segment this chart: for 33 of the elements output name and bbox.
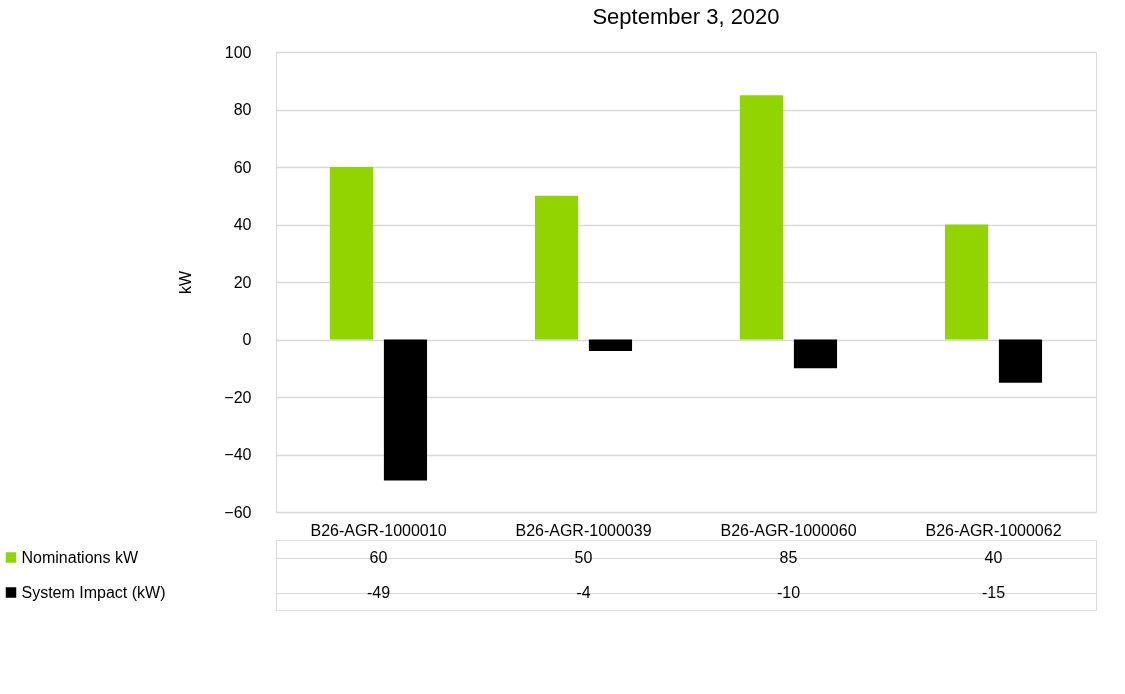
data-label: 50 — [574, 548, 593, 566]
bar — [329, 167, 374, 340]
x-tick-label: B26-AGR-1000039 — [515, 521, 652, 539]
y-tick-label: 40 — [233, 216, 252, 233]
legend-label: System Impact (kW) — [21, 584, 166, 601]
bar — [998, 339, 1043, 383]
y-tick-label: −40 — [224, 446, 252, 463]
y-tick-label: 20 — [233, 273, 252, 291]
x-tick-label: B26-AGR-1000010 — [310, 521, 447, 539]
legend-label: Nominations kW — [21, 549, 139, 566]
y-tick-label: −60 — [224, 503, 252, 521]
y-tick-label: 80 — [233, 101, 252, 118]
bar — [793, 339, 838, 369]
bar — [534, 195, 579, 340]
data-label: -49 — [366, 583, 391, 601]
data-label: -15 — [981, 583, 1006, 601]
data-label: 85 — [779, 548, 798, 566]
y-tick-label: 0 — [242, 331, 252, 348]
data-label: -10 — [776, 583, 801, 601]
y-tick-label: −20 — [224, 388, 252, 406]
data-label: 40 — [984, 548, 1003, 566]
bar — [739, 95, 784, 340]
data-label: -4 — [576, 583, 591, 601]
y-axis-title: kW — [177, 270, 195, 295]
x-tick-label: B26-AGR-1000062 — [925, 521, 1062, 539]
bar — [383, 339, 428, 481]
bar — [588, 339, 633, 351]
x-tick-label: B26-AGR-1000060 — [720, 521, 857, 539]
data-label: 60 — [369, 548, 388, 566]
y-tick-label: 60 — [233, 158, 252, 176]
y-tick-label: 100 — [224, 43, 252, 61]
chart-title: September 3, 2020 — [592, 4, 780, 29]
bar — [944, 224, 989, 340]
